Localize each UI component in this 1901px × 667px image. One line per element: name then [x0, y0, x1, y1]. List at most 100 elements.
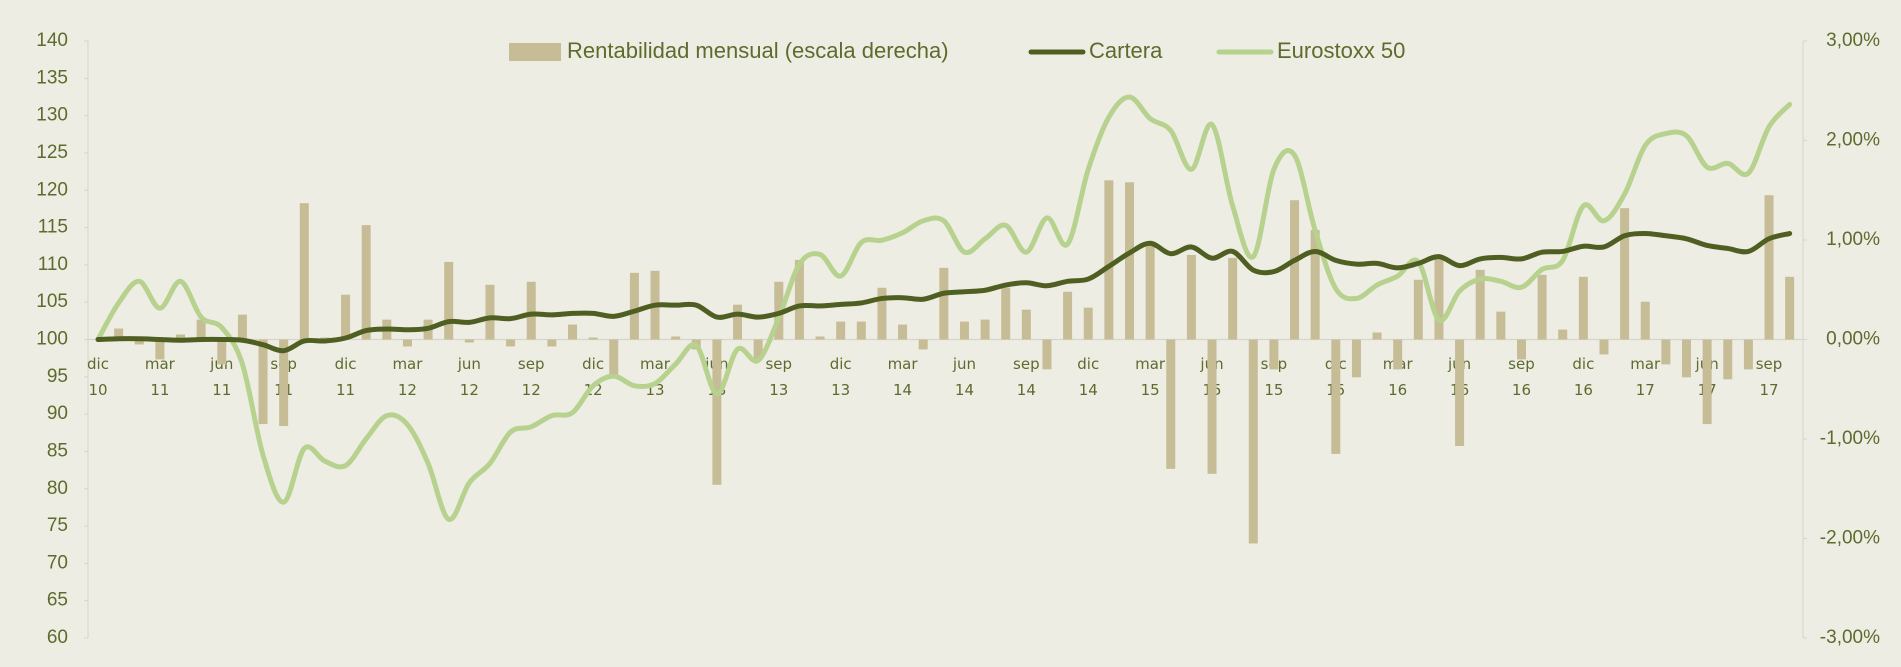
bar: [1764, 195, 1774, 340]
bar: [671, 336, 681, 340]
y-tick-label: 115: [38, 217, 68, 238]
bar: [609, 339, 619, 375]
y2-tick-label: 1,00%: [1826, 229, 1880, 250]
y-tick-label: 135: [36, 67, 68, 88]
x-tick-label: mar 15: [1135, 355, 1166, 399]
bar: [1331, 339, 1341, 454]
bar: [1372, 332, 1382, 340]
bar: [1083, 307, 1093, 340]
bar: [629, 272, 639, 340]
y2-tick-label: 2,00%: [1826, 130, 1880, 151]
x-tick-label: sep 17: [1755, 355, 1783, 399]
bar: [444, 261, 454, 340]
y2-tick-label: -3,00%: [1820, 627, 1880, 648]
bar: [217, 339, 227, 365]
x-tick-label-box: jun 14: [952, 355, 977, 399]
bar: [279, 339, 289, 427]
x-tick-label: sep 16: [1508, 355, 1535, 399]
bar: [155, 339, 165, 360]
y-tick-label: 90: [47, 403, 68, 424]
bar: [980, 319, 990, 340]
y-tick-label: 70: [47, 552, 68, 573]
x-tick-label-box: jun 12: [458, 355, 481, 399]
bar: [877, 287, 887, 340]
bar: [1248, 339, 1258, 544]
bar: [1269, 339, 1279, 370]
legend-label: Eurostoxx 50: [1277, 38, 1405, 63]
bar: [547, 339, 557, 347]
bar: [1393, 339, 1403, 370]
x-tick-label-box: mar 11: [144, 355, 175, 399]
bar: [1063, 291, 1073, 340]
bar: [1661, 339, 1671, 365]
bar: [1578, 276, 1588, 340]
y-tick-label: 130: [36, 105, 68, 126]
bar: [815, 336, 825, 340]
y-tick-label: 65: [47, 590, 68, 611]
bar: [1207, 339, 1217, 474]
legend-label: Rentabilidad mensual (escala derecha): [567, 38, 949, 63]
bar: [237, 314, 247, 340]
y2-tick-label: -1,00%: [1820, 428, 1880, 449]
bar: [1516, 339, 1526, 360]
x-tick-label-box: dic 10: [87, 355, 109, 399]
bar: [1620, 208, 1630, 340]
y-tick-label: 100: [36, 329, 68, 350]
bar: [1290, 200, 1300, 340]
bar: [1125, 182, 1134, 340]
x-tick-label: jun 14: [952, 355, 977, 399]
bar: [567, 324, 577, 340]
x-tick-label: sep 12: [517, 355, 545, 399]
bar: [1310, 230, 1320, 340]
bar: [485, 284, 495, 340]
x-tick-label: dic 14: [1077, 355, 1100, 399]
bar: [464, 339, 474, 343]
x-tick-label-box: dic 11: [335, 355, 357, 399]
y-tick-label: 60: [47, 627, 68, 648]
bar: [196, 319, 206, 340]
bar: [526, 281, 536, 340]
bar: [134, 339, 144, 345]
bar: [774, 281, 784, 340]
bar: [1413, 279, 1423, 340]
y2-tick-label: 0,00%: [1826, 329, 1880, 350]
x-tick-label-box: sep 14: [1013, 355, 1040, 399]
bar: [1743, 339, 1753, 370]
y-tick-label: 95: [47, 366, 68, 387]
y-tick-label: 140: [36, 30, 68, 51]
bar: [1599, 339, 1609, 355]
x-tick-label: mar 11: [144, 355, 175, 399]
x-tick-label: mar 17: [1630, 355, 1661, 399]
x-tick-label-box: mar 15: [1135, 355, 1166, 399]
bar: [1496, 311, 1506, 340]
bar: [1723, 339, 1733, 380]
bar: [794, 259, 804, 340]
x-tick-label: mar 13: [640, 355, 670, 399]
bar: [176, 334, 186, 340]
bar: [1434, 254, 1444, 340]
x-tick-label-box: dic 13: [830, 355, 852, 399]
legend-label: Cartera: [1089, 38, 1163, 63]
bar: [402, 339, 412, 347]
line: [95, 231, 1793, 354]
x-tick-label: dic 16: [1572, 355, 1595, 399]
bar: [1104, 180, 1114, 340]
bar: [959, 321, 969, 340]
bar: [733, 304, 743, 340]
y-tick-label: 110: [38, 254, 68, 275]
bar: [1682, 339, 1692, 378]
legend-swatch: [509, 43, 561, 61]
y-tick-label: 105: [36, 291, 68, 312]
bar: [856, 321, 866, 340]
x-tick-label: dic 10: [87, 355, 109, 399]
bar: [753, 339, 763, 360]
x-tick-label-box: sep 17: [1755, 355, 1783, 399]
x-tick-label: sep 14: [1013, 355, 1040, 399]
x-tick-label-box: sep 13: [765, 355, 792, 399]
x-tick-label: mar 12: [392, 355, 423, 399]
x-tick-label-box: mar 17: [1630, 355, 1661, 399]
bar: [1785, 276, 1795, 340]
